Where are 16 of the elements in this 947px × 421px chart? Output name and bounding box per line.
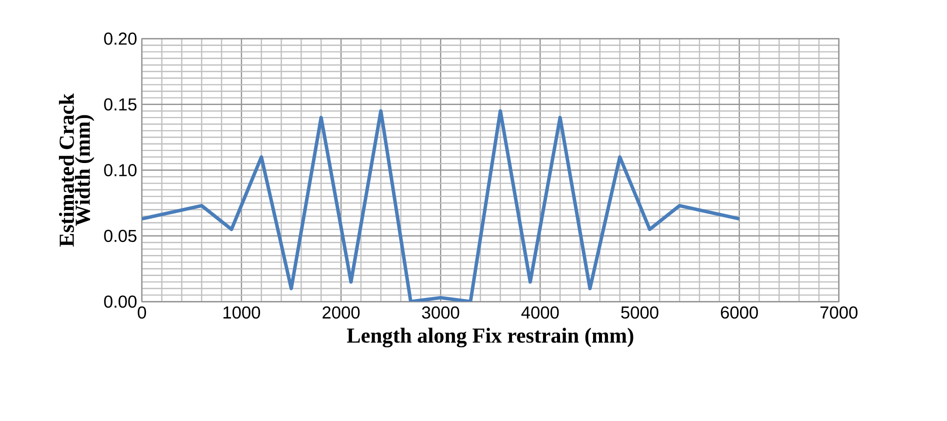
y-tick-label: 0.05 xyxy=(104,230,136,242)
x-tick-label: 5000 xyxy=(621,306,658,319)
x-axis-title: Length along Fix restrain (mm) xyxy=(346,328,634,348)
y-tick-label: 0.10 xyxy=(104,164,137,176)
y-tick-label: 0.15 xyxy=(104,98,136,111)
line-series xyxy=(142,109,742,302)
y-tick-label: 0.20 xyxy=(104,32,137,45)
x-tick-label: 4000 xyxy=(521,306,559,319)
y-axis-title: Estimated Crack Width (mm) xyxy=(58,93,94,247)
x-tick-label: 7000 xyxy=(820,306,858,319)
x-tick-label: 1000 xyxy=(224,306,260,319)
x-tick-label: 3000 xyxy=(422,306,460,319)
x-tick-label: 2000 xyxy=(322,306,360,319)
y-tick-label: 0.00 xyxy=(104,296,137,308)
x-tick-label: 6000 xyxy=(720,306,758,319)
x-tick-label: 0 xyxy=(138,306,146,319)
